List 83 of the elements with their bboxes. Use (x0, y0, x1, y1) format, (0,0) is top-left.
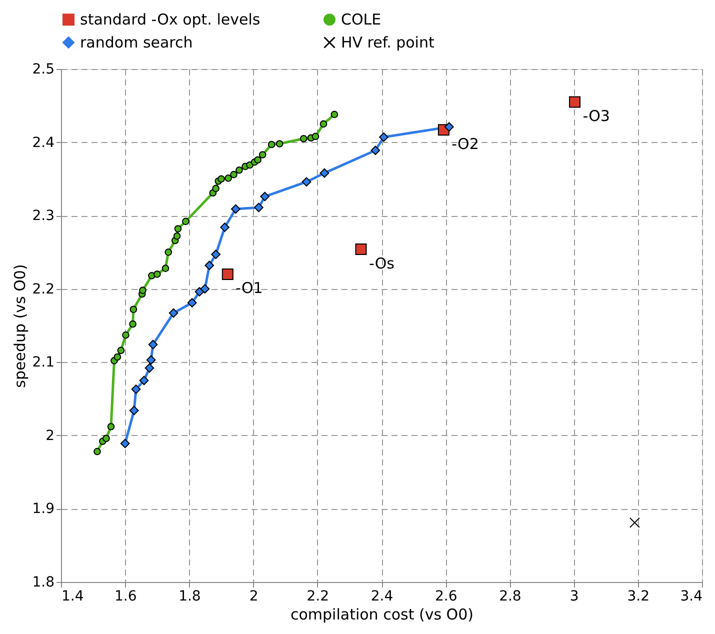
y-tick-label: 2 (46, 428, 54, 444)
y-tick-label: 2.3 (32, 208, 54, 224)
point (224, 174, 232, 182)
x-tick-label: 2.6 (434, 588, 458, 604)
y-tick-label: 1.8 (32, 574, 54, 590)
point (330, 110, 338, 118)
point (139, 376, 149, 386)
x-tick-label: 3.4 (680, 588, 703, 604)
point (230, 204, 240, 214)
y-tick-label: 2.1 (32, 354, 54, 371)
point (182, 218, 190, 226)
y-tick-label: 1.9 (32, 501, 54, 518)
point (258, 151, 266, 158)
point (107, 422, 115, 430)
y-tick-label: 2.4 (32, 134, 55, 151)
point (114, 353, 122, 361)
point (139, 286, 146, 294)
point (212, 184, 220, 192)
point (370, 146, 380, 156)
x-tick-label: 2.8 (499, 588, 522, 604)
point (355, 244, 367, 256)
point (260, 192, 270, 202)
point (302, 177, 312, 187)
x-tick-label: 1.8 (178, 588, 201, 604)
point (211, 250, 220, 260)
x-tick-label: 2 (249, 588, 258, 604)
point (94, 448, 101, 456)
point (144, 363, 154, 373)
point (130, 306, 138, 314)
point (131, 384, 141, 394)
point (254, 156, 262, 164)
x-tick-label: 3 (570, 588, 579, 604)
annotation: -O1 (236, 279, 263, 298)
point (204, 260, 214, 270)
point (444, 122, 454, 132)
point (129, 320, 136, 328)
point (222, 268, 234, 280)
point (148, 340, 158, 350)
point (173, 232, 181, 240)
y-tick-label: 2.2 (32, 281, 54, 298)
point (230, 170, 238, 178)
point (153, 270, 161, 278)
x-tick-label: 2.2 (306, 588, 330, 604)
point (254, 202, 264, 212)
point (117, 346, 125, 354)
point (120, 438, 130, 448)
legend-label: standard -Ox opt. levels (80, 10, 260, 29)
point (146, 355, 156, 365)
point (379, 132, 388, 142)
x-axis-title: compilation cost (vs O0) (290, 606, 474, 624)
legend-label: random search (80, 34, 193, 52)
point (187, 298, 197, 308)
point (220, 222, 230, 232)
point (174, 225, 182, 232)
point (200, 284, 210, 294)
annotation: -Os (368, 254, 395, 272)
y-tick-label: 2.5 (32, 62, 54, 78)
point (236, 166, 243, 174)
point (168, 308, 178, 318)
annotation: -O2 (452, 134, 479, 153)
point (102, 434, 110, 442)
x-tick-label: 3.2 (627, 588, 650, 604)
point (218, 175, 225, 183)
point (194, 287, 204, 296)
point (312, 132, 320, 140)
legend-label: COLE (341, 10, 382, 29)
point (629, 517, 640, 528)
x-tick-label: 2.4 (370, 588, 394, 604)
point (569, 96, 581, 108)
x-tick-label: 1.6 (114, 588, 137, 604)
annotation: -O3 (582, 106, 610, 125)
point (164, 248, 172, 256)
point (320, 120, 328, 128)
point (276, 140, 284, 148)
x-tick-label: 1.4 (62, 588, 84, 604)
point (320, 168, 330, 178)
legend-label: HV ref. point (341, 34, 434, 52)
point (129, 406, 139, 416)
point (162, 264, 170, 272)
point (268, 140, 276, 148)
y-axis-title: speedup (vs O0) (11, 264, 30, 388)
point (300, 134, 308, 142)
point (122, 331, 130, 339)
